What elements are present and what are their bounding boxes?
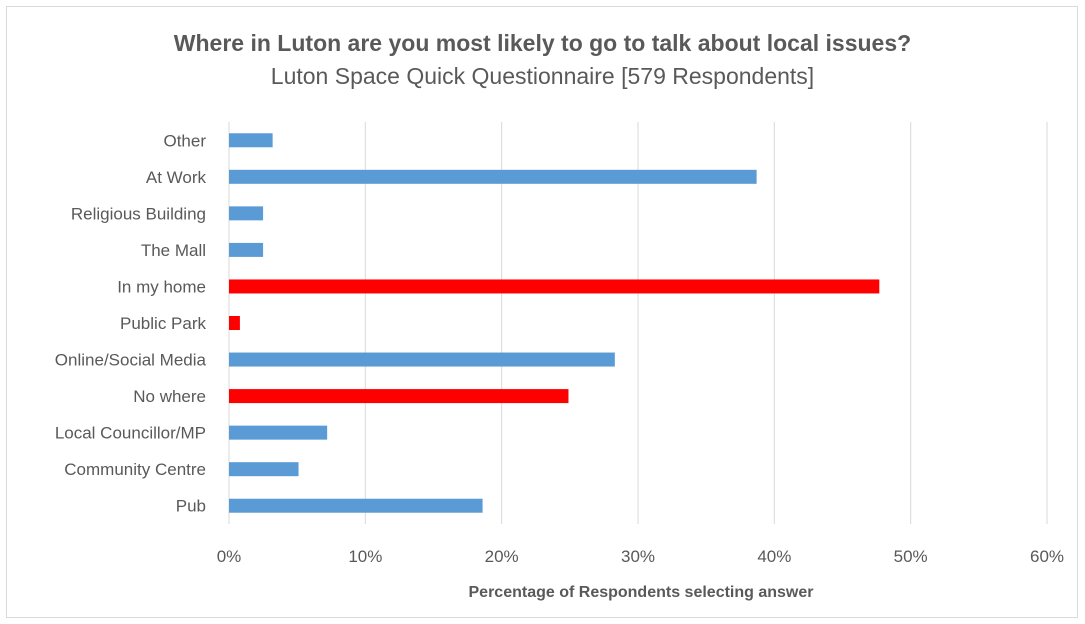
bar bbox=[229, 133, 273, 148]
bar bbox=[229, 498, 483, 513]
x-tick-labels: 0% 10% 20% 30% 40% 50% 60% bbox=[217, 547, 1064, 566]
category-label: No where bbox=[133, 387, 206, 406]
bar bbox=[229, 316, 240, 330]
x-tick-label: 0% bbox=[217, 547, 242, 566]
category-label: In my home bbox=[117, 277, 206, 296]
bar bbox=[229, 279, 880, 294]
category-label: Public Park bbox=[120, 314, 206, 333]
bar bbox=[229, 462, 299, 477]
x-tick-label: 60% bbox=[1030, 547, 1064, 566]
category-label: Other bbox=[163, 131, 206, 150]
chart-frame bbox=[6, 6, 1078, 618]
category-label: Pub bbox=[176, 497, 206, 516]
bar bbox=[229, 389, 569, 404]
category-label: At Work bbox=[146, 168, 207, 187]
x-tick-label: 10% bbox=[348, 547, 382, 566]
x-tick-label: 50% bbox=[894, 547, 928, 566]
gridlines bbox=[228, 122, 1048, 524]
x-tick-label: 40% bbox=[757, 547, 791, 566]
chart-subtitle: Luton Space Quick Questionnaire [579 Res… bbox=[270, 63, 815, 89]
chart-title: Where in Luton are you most likely to go… bbox=[173, 30, 912, 56]
bar bbox=[229, 169, 757, 184]
bars bbox=[229, 133, 880, 513]
category-label: Local Councillor/MP bbox=[55, 424, 206, 443]
x-tick-label: 20% bbox=[485, 547, 519, 566]
bar bbox=[229, 425, 328, 440]
category-label: Religious Building bbox=[71, 204, 206, 223]
bar bbox=[229, 352, 615, 367]
category-label: Online/Social Media bbox=[55, 351, 207, 370]
category-label: Community Centre bbox=[64, 460, 206, 479]
category-labels: Other At Work Religious Building The Mall In… bbox=[55, 131, 207, 515]
x-tick-label: 30% bbox=[621, 547, 655, 566]
bar bbox=[229, 242, 264, 257]
x-axis-title: Percentage of Respondents selecting answ… bbox=[469, 584, 814, 601]
bar bbox=[229, 206, 264, 221]
category-label: The Mall bbox=[141, 241, 206, 260]
